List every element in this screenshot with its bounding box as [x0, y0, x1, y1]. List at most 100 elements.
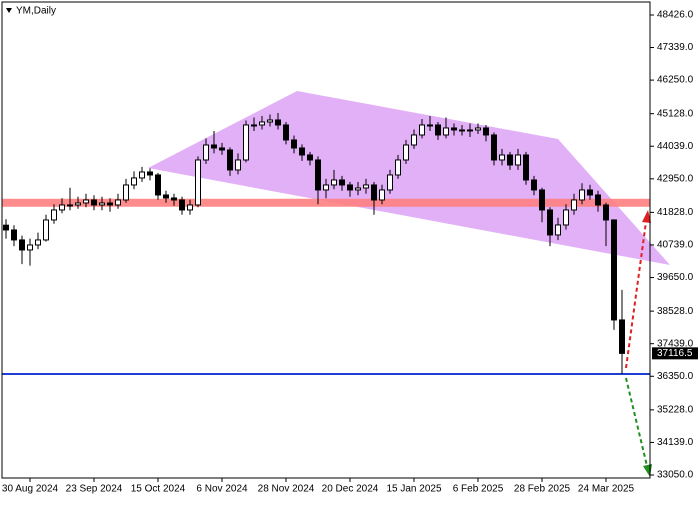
candle-body: [147, 171, 153, 176]
candle-body: [579, 189, 585, 201]
candle-body: [267, 119, 273, 123]
candle-body: [219, 147, 225, 151]
candle-body: [411, 134, 417, 146]
up-arrowhead: [642, 210, 651, 223]
candle-body: [435, 124, 441, 136]
y-tick-label: 34139.0: [657, 437, 694, 448]
candle-body: [163, 194, 169, 199]
candle-body: [59, 204, 65, 211]
x-tick-label: 20 Dec 2024: [322, 484, 379, 495]
last-price-label: 37116.5: [657, 348, 693, 359]
candle-body: [451, 127, 457, 131]
candle-body: [11, 229, 17, 241]
candle-body: [603, 204, 609, 221]
candle-body: [291, 139, 297, 149]
candle-body: [515, 154, 521, 166]
candle-body: [99, 202, 105, 206]
candle-body: [75, 202, 81, 206]
candle-body: [43, 219, 49, 241]
candle-body: [507, 154, 513, 166]
y-tick-label: 38528.0: [657, 306, 694, 317]
candle-body: [371, 184, 377, 201]
candle-body: [83, 199, 89, 204]
candle-body: [355, 187, 361, 191]
candle-body: [283, 124, 289, 141]
axes: 48426.0 47339.0 46250.0 45128.0 44039.0 42950…: [2, 10, 698, 495]
down-arrow: [625, 377, 648, 467]
channel-shape: [148, 91, 670, 265]
candle-body: [115, 199, 121, 206]
candle-body: [203, 144, 209, 161]
candle-body: [539, 189, 545, 211]
candle-body: [19, 239, 25, 251]
candle-body: [395, 159, 401, 176]
candle-body: [195, 159, 201, 206]
candle-body: [51, 209, 57, 221]
x-tick-label: 6 Nov 2024: [196, 484, 248, 495]
candle-body: [475, 127, 481, 131]
candle-body: [171, 197, 177, 201]
candle-body: [347, 184, 353, 191]
candle-body: [251, 124, 257, 127]
y-tick-label: 36350.0: [657, 371, 694, 382]
candle-body: [187, 204, 193, 211]
x-tick-label: 15 Oct 2024: [131, 484, 186, 495]
candle-body: [107, 202, 113, 206]
x-tick-label: 28 Nov 2024: [258, 484, 315, 495]
candle-body: [547, 209, 553, 236]
y-tick-label: 40739.0: [657, 240, 694, 251]
candle-body: [179, 199, 185, 211]
y-tick-label: 44039.0: [657, 141, 694, 152]
candle-body: [379, 189, 385, 201]
candle-body: [387, 174, 393, 191]
candle-body: [139, 171, 145, 179]
candle-body: [91, 199, 97, 206]
y-tick-label: 41828.0: [657, 207, 694, 218]
candle-body: [275, 119, 281, 126]
candle-body: [299, 147, 305, 156]
candle-body: [563, 209, 569, 226]
y-tick-label: 48426.0: [657, 10, 694, 21]
candle-body: [155, 174, 161, 196]
x-tick-label: 28 Feb 2025: [514, 484, 571, 495]
candle-body: [531, 179, 537, 191]
x-tick-label: 15 Jan 2025: [386, 484, 441, 495]
candle-body: [523, 154, 529, 181]
candle-body: [363, 184, 369, 189]
y-tick-label: 47339.0: [657, 42, 694, 53]
candle-body: [459, 129, 465, 132]
x-tick-label: 23 Sep 2024: [66, 484, 123, 495]
candle-body: [235, 159, 241, 171]
title-marker: [6, 8, 12, 13]
candle-body: [131, 177, 137, 186]
up-arrow: [625, 221, 647, 369]
candle-body: [3, 224, 9, 231]
candle-body: [419, 124, 425, 136]
y-tick-label: 37439.0: [657, 338, 694, 349]
candle-body: [323, 184, 329, 191]
candle-body: [339, 179, 345, 186]
last-price-box: [652, 347, 698, 360]
candle-body: [571, 199, 577, 211]
candle-body: [555, 224, 561, 236]
candle-body: [259, 121, 265, 126]
plot-frame: [1, 1, 651, 479]
candle-body: [27, 244, 33, 251]
candle-body: [587, 189, 593, 196]
candle-body: [611, 219, 617, 321]
candle-body: [499, 154, 505, 161]
y-tick-label: 46250.0: [657, 75, 694, 86]
candle-body: [619, 319, 625, 354]
candle-body: [123, 184, 129, 201]
candle-body: [35, 239, 41, 246]
candle-body: [67, 204, 73, 207]
y-tick-label: 39650.0: [657, 272, 694, 283]
candles: [3, 113, 625, 374]
chart-title: YM,Daily: [16, 6, 56, 17]
candle-body: [491, 134, 497, 161]
y-tick-label: 42950.0: [657, 173, 694, 184]
candle-body: [403, 144, 409, 161]
candle-body: [315, 159, 321, 191]
